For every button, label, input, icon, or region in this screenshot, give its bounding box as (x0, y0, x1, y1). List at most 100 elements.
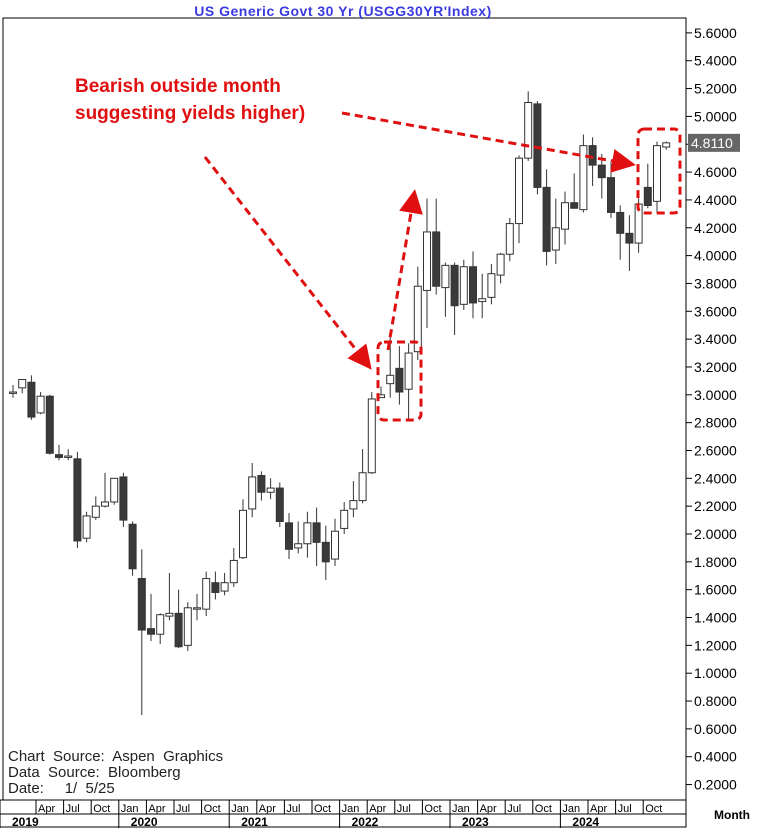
candle-body (551, 227, 560, 251)
y-tick-label: 5.6000 (694, 25, 737, 41)
candle-body (588, 145, 597, 166)
month-label: Jan (452, 803, 470, 815)
month-label: Jan (342, 803, 360, 815)
candle-body (404, 352, 413, 390)
candle-body (193, 607, 201, 610)
month-label: Oct (93, 803, 110, 815)
y-tick-label: 3.4000 (694, 331, 737, 347)
candle-body (349, 500, 358, 510)
y-tick-label: 2.8000 (694, 415, 737, 431)
y-tick-label: 3.2000 (694, 359, 737, 375)
month-label: Jul (286, 803, 300, 815)
candle-body (183, 607, 192, 646)
y-tick-label: 1.0000 (694, 665, 737, 681)
candle-body (266, 487, 275, 493)
candle-body (174, 612, 183, 648)
candle-body (55, 454, 63, 458)
source-block: Chart Source: Aspen Graphics Data Source… (8, 749, 223, 797)
candle-body (469, 266, 477, 304)
y-tick-label: 2.6000 (694, 442, 737, 458)
candle-body (285, 522, 293, 550)
month-label: Apr (590, 803, 607, 815)
y-tick-label: 4.0000 (694, 248, 737, 264)
y-tick-label: 0.6000 (694, 721, 737, 737)
candle-body (395, 367, 404, 393)
y-tick-label: 3.8000 (694, 275, 737, 291)
candle-body (156, 614, 165, 635)
month-label: Oct (424, 803, 441, 815)
y-tick-label: 5.4000 (694, 53, 737, 69)
candle-body (82, 515, 91, 539)
year-label: 2023 (462, 815, 489, 829)
y-tick-label: 2.4000 (694, 470, 737, 486)
year-label: 2019 (12, 815, 39, 829)
candle-body (441, 264, 450, 289)
candle-body (653, 145, 661, 202)
y-tick-label: 0.8000 (694, 693, 737, 709)
y-tick-label: 4.2000 (694, 220, 737, 236)
chart-title: US Generic Govt 30 Yr (USGG30YR'Index) (194, 3, 492, 19)
period-label: Month (714, 808, 750, 822)
year-label: 2022 (352, 815, 379, 829)
annotation-line-2: suggesting yields higher) (75, 103, 306, 124)
candle-body (36, 395, 45, 414)
candle-body (358, 472, 367, 502)
candle-body (459, 266, 468, 305)
month-label: Apr (259, 803, 276, 815)
month-label: Jul (618, 803, 632, 815)
candle-body (533, 103, 542, 188)
candle-body (9, 391, 17, 394)
month-label: Oct (204, 803, 221, 815)
month-label: Jan (121, 803, 139, 815)
y-tick-label: 1.2000 (694, 637, 737, 653)
candle-body (496, 253, 505, 276)
candle-body (450, 264, 459, 307)
annotation-text: Bearish outside month suggesting yields … (75, 73, 305, 127)
candle-body (478, 298, 487, 303)
annotation-line-1: Bearish outside month (75, 76, 281, 97)
candle-body (73, 458, 82, 542)
y-tick-label: 0.2000 (694, 777, 737, 793)
year-label: 2021 (241, 815, 268, 829)
candle-body (303, 522, 312, 545)
y-tick-label: 5.2000 (694, 81, 737, 97)
candles-layer (9, 91, 671, 715)
annotations-layer (203, 111, 682, 422)
candle-body (128, 523, 137, 570)
month-label: Oct (314, 803, 331, 815)
month-label: Apr (38, 803, 55, 815)
y-tick-label: 2.2000 (694, 498, 737, 514)
candle-body (229, 559, 238, 584)
candle-body (597, 164, 606, 179)
candle-body (239, 509, 247, 559)
arrow-to-bearish-month (203, 156, 372, 370)
month-label: Jul (176, 803, 190, 815)
last-value-label: 4.8110 (691, 135, 733, 151)
candle-body (505, 223, 514, 255)
month-label: Jul (397, 803, 411, 815)
candle-body (45, 395, 54, 454)
y-tick-label: 3.6000 (694, 303, 737, 319)
month-label: Jul (507, 803, 521, 815)
month-label: Jan (231, 803, 249, 815)
candle-body (275, 487, 284, 522)
y-tick-label: 4.6000 (694, 164, 737, 180)
axes-layer: 5.60005.40005.20005.00004.80004.60004.40… (0, 25, 750, 829)
year-label: 2024 (572, 815, 599, 829)
y-tick-label: 1.4000 (694, 610, 737, 626)
date-line: Date: 1/ 5/25 (8, 780, 115, 797)
candle-body (294, 543, 303, 549)
candle-body (616, 211, 625, 234)
candle-body (643, 186, 652, 206)
candle-body (542, 186, 551, 252)
candle-body (570, 202, 579, 209)
candle-body (257, 475, 266, 493)
y-tick-label: 5.0000 (694, 108, 737, 124)
chart-source-line: Chart Source: Aspen Graphics (8, 748, 224, 765)
candle-body (18, 378, 27, 389)
candle-body (147, 628, 155, 635)
candle-body (321, 541, 330, 563)
arrow-to-recent-month (341, 111, 636, 173)
highlight-box-2022 (376, 340, 423, 422)
candle-body (386, 374, 395, 385)
